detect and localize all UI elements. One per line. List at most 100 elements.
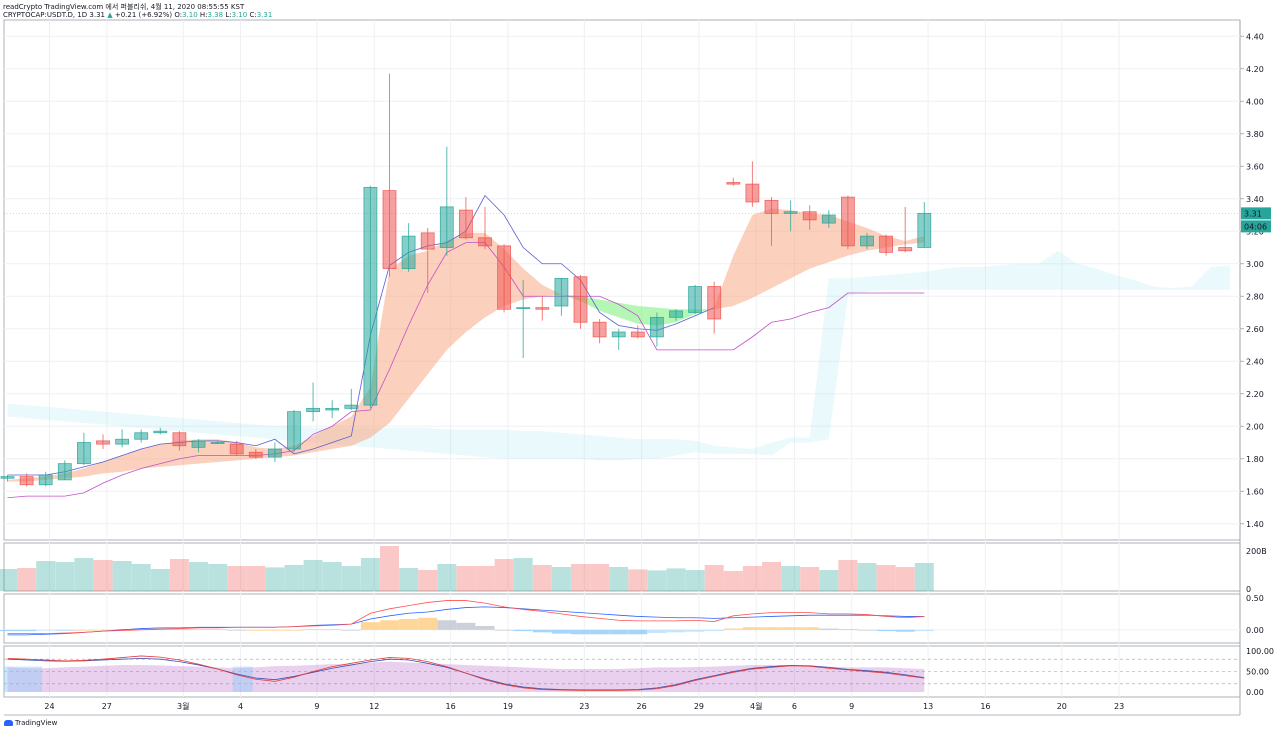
candle-body bbox=[382, 190, 397, 270]
close-label: C: bbox=[249, 11, 257, 19]
ma-band-segment bbox=[733, 215, 753, 306]
candle-body bbox=[38, 474, 53, 486]
rsi-signal-line bbox=[7, 655, 925, 691]
volume-bar bbox=[609, 567, 629, 591]
candle-body bbox=[573, 276, 588, 323]
volume-bar bbox=[551, 567, 571, 591]
price-tick-label: 2.40 bbox=[1246, 357, 1264, 366]
signal-line bbox=[7, 600, 925, 635]
symbol-label[interactable]: CRYPTOCAP:USDT.D, 1D bbox=[3, 11, 88, 19]
volume-bar bbox=[456, 566, 476, 591]
candle-body bbox=[841, 196, 855, 247]
candle-body bbox=[306, 407, 321, 413]
ma-band-segment bbox=[465, 232, 485, 332]
volume-bar bbox=[895, 567, 915, 591]
macd-tick-label: 0.50 bbox=[1246, 594, 1264, 603]
volume-bar bbox=[55, 562, 75, 591]
x-tick-label: 23 bbox=[579, 702, 589, 711]
volume-bar bbox=[0, 569, 17, 591]
volume-bar bbox=[704, 565, 724, 591]
macd-histogram-bar bbox=[341, 629, 361, 631]
macd-histogram-bar bbox=[742, 627, 762, 630]
tradingview-logo[interactable]: TradingView bbox=[4, 719, 57, 727]
open-label: O: bbox=[174, 11, 183, 19]
candle-body bbox=[478, 237, 492, 247]
volume-bar bbox=[876, 565, 896, 591]
macd-histogram-bar bbox=[246, 629, 266, 631]
volume-bar bbox=[169, 559, 189, 591]
price-tick-label: 3.40 bbox=[1246, 195, 1264, 204]
candle-body bbox=[77, 442, 91, 465]
publish-info: readCrypto TradingView.com 에서 퍼블리쉬, 4월 1… bbox=[3, 3, 245, 11]
volume-bar bbox=[150, 569, 170, 591]
candle-body bbox=[420, 232, 435, 250]
macd-histogram-bar bbox=[666, 629, 686, 633]
candle-body bbox=[267, 448, 282, 458]
price-tick-label: 1.40 bbox=[1246, 520, 1264, 529]
volume-bar bbox=[74, 558, 94, 591]
candle-body bbox=[497, 245, 512, 310]
ma-band-segment bbox=[446, 232, 466, 350]
volume-bar bbox=[246, 566, 266, 591]
volume-bar bbox=[742, 566, 762, 591]
price-tick-label: 1.80 bbox=[1246, 455, 1264, 464]
macd-histogram-bar bbox=[17, 629, 37, 632]
ma-band-segment bbox=[103, 455, 123, 474]
volume-bar bbox=[819, 570, 839, 591]
ma-band-segment bbox=[618, 302, 638, 324]
macd-histogram-bar bbox=[475, 626, 495, 630]
volume-bar bbox=[590, 564, 610, 591]
volume-bar bbox=[208, 564, 228, 591]
candle-body bbox=[821, 214, 836, 224]
volume-bar bbox=[781, 566, 801, 591]
price-tick-label: 1.60 bbox=[1246, 487, 1264, 496]
tradingview-logo-icon bbox=[4, 720, 13, 726]
candle-body bbox=[669, 310, 683, 318]
ma-band-segment bbox=[122, 449, 142, 472]
macd-histogram-bar bbox=[590, 629, 610, 635]
x-tick-label: 20 bbox=[1057, 702, 1067, 711]
candle-body bbox=[611, 331, 626, 338]
volume-bar bbox=[189, 562, 208, 591]
candle-body bbox=[917, 212, 932, 248]
volume-bar bbox=[762, 562, 781, 591]
macd-histogram-bar bbox=[895, 629, 915, 632]
candle-body bbox=[344, 404, 359, 409]
x-tick-label: 4월 bbox=[750, 701, 762, 711]
macd-histogram-bar bbox=[265, 629, 285, 631]
last-price: 3.31 bbox=[89, 11, 105, 19]
price-tick-label: 4.40 bbox=[1246, 32, 1264, 41]
volume-bar bbox=[380, 546, 399, 591]
macd-histogram-bar bbox=[0, 629, 17, 632]
x-tick-label: 16 bbox=[446, 702, 456, 711]
ma-band-segment bbox=[809, 213, 829, 269]
candle-body bbox=[516, 307, 531, 310]
volume-bar bbox=[227, 566, 247, 591]
volume-bar bbox=[685, 570, 705, 591]
macd-histogram-bar bbox=[36, 629, 56, 631]
volume-bar bbox=[532, 565, 552, 591]
volume-bar bbox=[36, 561, 56, 591]
ma-band-segment bbox=[408, 250, 428, 399]
macd-histogram-bar bbox=[418, 617, 438, 630]
macd-histogram-bar bbox=[876, 629, 896, 632]
x-tick-label: 4 bbox=[238, 702, 243, 711]
price-tick-label: 4.00 bbox=[1246, 97, 1264, 106]
x-tick-label: 24 bbox=[44, 702, 54, 711]
ma-band-segment bbox=[427, 241, 447, 375]
candle-body bbox=[592, 321, 607, 338]
countdown-tag-label: 04:06 bbox=[1244, 222, 1267, 231]
up-arrow-icon: ▲ bbox=[107, 11, 113, 19]
macd-histogram-bar bbox=[513, 629, 533, 632]
macd-histogram-bar bbox=[494, 629, 514, 631]
candle-body bbox=[898, 247, 913, 252]
macd-histogram-bar bbox=[227, 629, 247, 631]
volume-bar bbox=[666, 568, 686, 591]
volume-bar bbox=[494, 559, 514, 591]
legend-row: CRYPTOCAP:USDT.D, 1D 3.31 ▲ +0.21 (+6.92… bbox=[3, 11, 272, 19]
x-tick-label: 12 bbox=[369, 702, 379, 711]
candle-body bbox=[764, 199, 779, 214]
ma-band-segment bbox=[771, 208, 791, 289]
volume-tick-label: 0 bbox=[1246, 585, 1251, 594]
